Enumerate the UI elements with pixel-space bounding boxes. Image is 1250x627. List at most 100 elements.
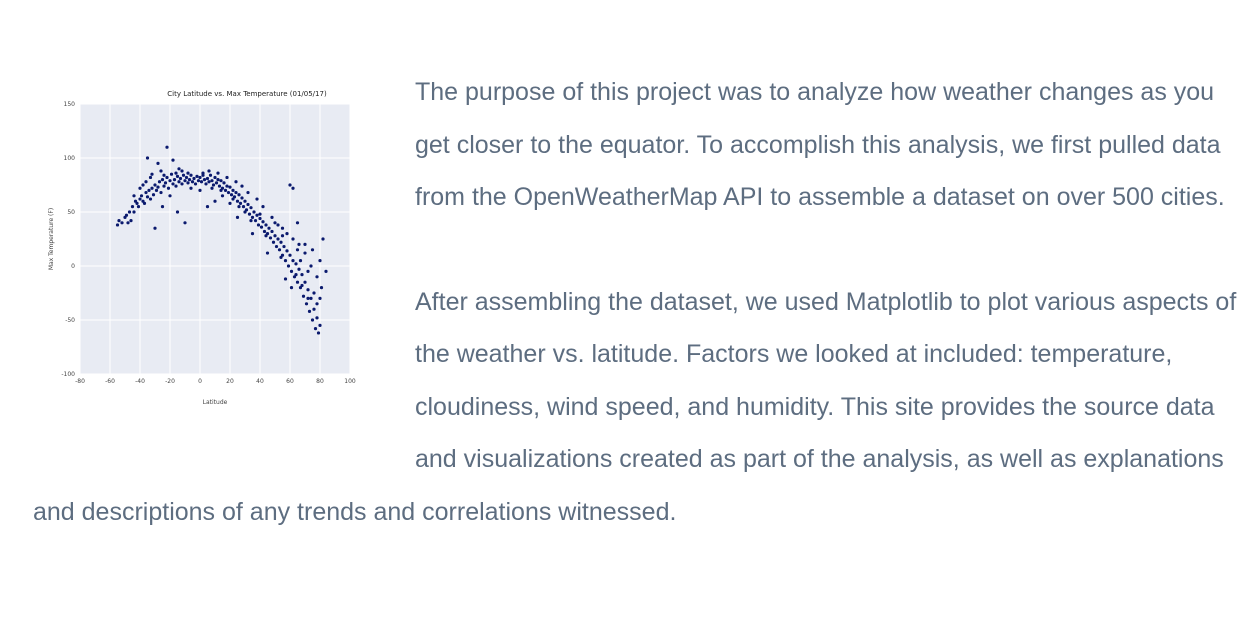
data-point	[190, 180, 195, 184]
data-point	[204, 182, 208, 186]
data-point	[294, 273, 298, 277]
data-point	[240, 196, 244, 200]
data-point	[124, 213, 129, 217]
y-tick-label: -100	[61, 371, 75, 378]
data-point	[250, 215, 255, 219]
data-point	[162, 184, 166, 188]
data-point	[264, 223, 268, 227]
data-point	[214, 181, 219, 185]
data-point	[205, 176, 210, 181]
data-point	[288, 253, 292, 257]
data-point	[174, 171, 178, 175]
data-point	[229, 193, 234, 197]
data-point	[151, 193, 156, 197]
data-point	[295, 221, 300, 225]
data-point	[153, 183, 157, 187]
data-point	[241, 205, 246, 209]
data-point	[313, 327, 318, 331]
data-point	[225, 184, 229, 188]
data-point	[159, 190, 163, 195]
data-point	[159, 169, 163, 173]
data-point	[202, 178, 207, 182]
data-point	[316, 331, 321, 335]
x-tick-label: -20	[165, 378, 175, 385]
data-point	[132, 194, 136, 198]
scatter-chart-figure: City Latitude vs. Max Temperature (01/05…	[33, 84, 393, 429]
x-axis-label: Latitude	[203, 399, 228, 406]
data-point	[270, 215, 274, 219]
data-point	[223, 188, 228, 192]
data-point	[145, 195, 150, 199]
data-point	[186, 171, 190, 175]
data-point	[294, 262, 298, 266]
data-point	[276, 237, 280, 241]
data-point	[208, 173, 213, 177]
y-tick-label: -50	[65, 317, 75, 324]
data-point	[283, 259, 288, 263]
data-point	[162, 173, 166, 177]
data-point	[280, 234, 285, 238]
data-point	[277, 248, 282, 252]
data-point	[270, 229, 274, 234]
data-point	[187, 178, 192, 182]
data-point	[258, 216, 262, 221]
data-point	[153, 226, 157, 230]
data-point	[168, 194, 172, 198]
data-point	[201, 171, 205, 175]
data-point	[306, 269, 310, 273]
data-point	[318, 323, 322, 327]
data-point	[144, 180, 148, 184]
data-point	[258, 212, 262, 216]
data-point	[303, 242, 307, 246]
data-point	[168, 179, 172, 183]
data-point	[312, 291, 316, 295]
data-point	[297, 267, 301, 271]
data-point	[321, 237, 325, 241]
data-point	[301, 294, 306, 298]
data-point	[210, 179, 214, 183]
x-tick-label: -60	[105, 378, 115, 385]
data-point	[126, 221, 130, 225]
data-point	[156, 161, 160, 165]
data-point	[139, 194, 144, 198]
data-point	[181, 173, 186, 177]
data-point	[171, 182, 175, 186]
data-point	[130, 205, 135, 209]
data-point	[171, 158, 175, 162]
data-point	[142, 201, 147, 205]
y-tick-label: 150	[64, 101, 76, 108]
y-tick-label: 0	[71, 263, 75, 270]
data-point	[286, 264, 291, 268]
data-point	[184, 175, 189, 180]
data-point	[175, 210, 180, 214]
data-point	[205, 205, 210, 209]
data-point	[216, 171, 220, 175]
chart-title: City Latitude vs. Max Temperature (01/05…	[167, 90, 327, 98]
data-point	[295, 248, 300, 252]
data-point	[303, 251, 307, 255]
data-point	[306, 288, 310, 292]
data-point	[222, 181, 226, 185]
x-tick-label: 20	[226, 378, 234, 385]
data-point	[144, 190, 148, 195]
data-point	[247, 212, 252, 216]
data-point	[165, 175, 169, 180]
data-point	[315, 275, 319, 279]
data-point	[226, 190, 231, 195]
data-point	[156, 185, 160, 189]
data-point	[300, 283, 304, 288]
data-point	[186, 181, 190, 185]
plot-area	[80, 104, 350, 374]
data-point	[160, 205, 165, 209]
data-point	[210, 186, 214, 190]
data-point	[240, 184, 244, 188]
data-point	[180, 169, 184, 173]
data-point	[288, 183, 292, 187]
data-point	[307, 309, 312, 313]
data-point	[169, 172, 174, 176]
data-point	[298, 259, 303, 263]
data-point	[174, 184, 178, 188]
data-point	[306, 296, 310, 300]
data-point	[291, 259, 295, 263]
data-point	[318, 296, 322, 300]
